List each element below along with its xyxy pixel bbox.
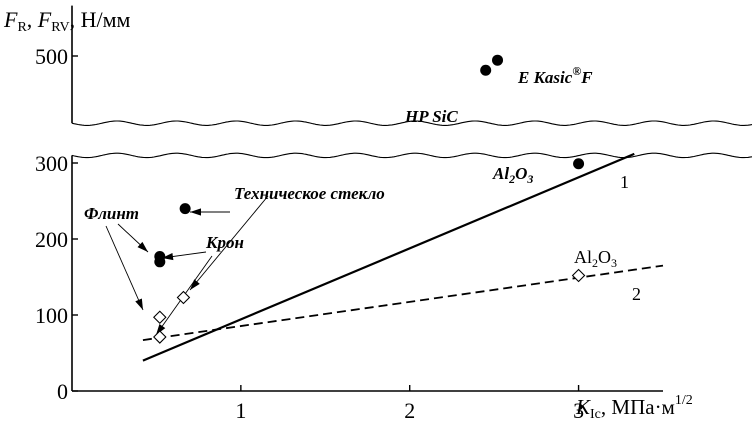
- arrow-tech-glass-to-open-point: [189, 195, 269, 291]
- break-line-lower: [71, 152, 752, 159]
- annotation-flint: Флинт: [84, 204, 139, 223]
- line-2-label: 2: [632, 284, 641, 304]
- arrow-flint-to-open: [105, 225, 144, 311]
- data-point-filled: [573, 158, 585, 170]
- y-tick-label: 500: [35, 44, 68, 69]
- fit-line-1: [142, 152, 635, 362]
- x-tick-label: 3: [573, 398, 584, 421]
- y-tick-label: 0: [57, 379, 68, 404]
- y-axis-label: FR, FRV, Н/мм: [3, 7, 131, 35]
- data-point-filled: [179, 203, 191, 215]
- data-point-filled: [492, 54, 504, 66]
- data-point-filled: [480, 64, 492, 76]
- arrows: [105, 195, 269, 336]
- x-tick-label: 1: [235, 398, 246, 421]
- data-point-filled: [154, 256, 166, 268]
- axis-break: [71, 120, 752, 159]
- break-line-upper: [71, 120, 752, 126]
- ticks: 1 2 3 0 100 200 300 500: [35, 44, 584, 421]
- arrow-flint-to-open-head: [135, 298, 143, 310]
- data-point-open: [153, 310, 167, 325]
- x-tick-label: 2: [404, 398, 415, 421]
- data-point-open: [153, 330, 167, 344]
- annotation-al2o3-filled: Al2O3: [492, 164, 533, 186]
- arrow-tech-glass-to-open-point-head: [190, 279, 200, 290]
- arrow-flint-to-filled-head: [137, 241, 148, 252]
- line-1-label: 1: [620, 172, 629, 192]
- annotation-tech-glass: Техническое стекло: [234, 184, 385, 203]
- annotation-ekasic: E Kasic®F: [517, 64, 593, 87]
- fit-line-2: [142, 264, 664, 341]
- y-tick-label: 300: [35, 151, 68, 176]
- annotation-hp-sic: HP SiC: [404, 107, 458, 126]
- points: [153, 54, 586, 344]
- annotation-kron: Крон: [205, 233, 244, 252]
- x-axis-label: KIc, МПа·м1/2: [575, 393, 693, 421]
- y-tick-label: 200: [35, 227, 68, 252]
- data-point-open: [571, 268, 586, 283]
- annotation-al2o3-open: Al2O3: [574, 247, 617, 270]
- axes: [71, 5, 663, 392]
- y-tick-label: 100: [35, 303, 68, 328]
- data-point-open: [176, 290, 191, 305]
- arrow-tech-glass-to-point-head: [190, 208, 201, 216]
